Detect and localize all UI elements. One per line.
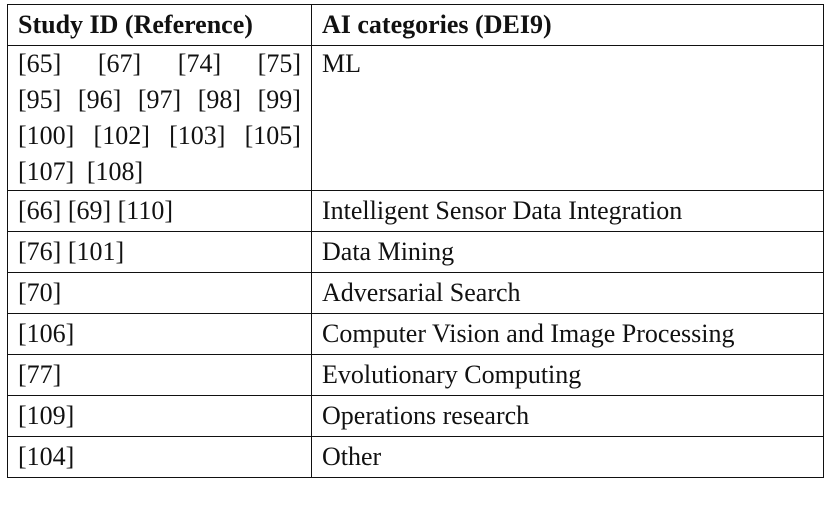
study-ref: [95] xyxy=(18,85,62,114)
study-ref: [108] xyxy=(86,157,144,186)
study-ref: [103] xyxy=(169,121,226,150)
category-cell: Intelligent Sensor Data Integration xyxy=(311,190,824,232)
study-ref: [102] xyxy=(93,121,150,150)
table-row: [77] Evolutionary Computing xyxy=(7,354,824,396)
study-ref: [97] xyxy=(137,85,182,114)
study-categories-table: Study ID (Reference) AI categories (DEI9… xyxy=(7,4,824,478)
category-cell: Adversarial Search xyxy=(311,272,824,314)
header-row: Study ID (Reference) AI categories (DEI9… xyxy=(7,4,824,46)
id-line: [100] [102] [103] [105] xyxy=(18,118,301,154)
study-ids-cell: [76] [101] xyxy=(7,231,312,273)
id-line: [65] [67] [74] [75] xyxy=(18,46,301,82)
table-row: [76] [101] Data Mining xyxy=(7,231,824,273)
study-ids-cell: [65] [67] [74] [75] [95] [96] [97] [98] … xyxy=(7,45,312,191)
study-ids-cell: [104] xyxy=(7,436,312,478)
study-ref: [65] xyxy=(18,49,62,78)
study-ref: [100] xyxy=(18,121,75,150)
study-ids-cell: [77] xyxy=(7,354,312,396)
study-ref: [98] xyxy=(197,85,242,114)
table-row-ml: [65] [67] [74] [75] [95] [96] [97] [98] … xyxy=(7,45,824,191)
id-line: [107] [108] xyxy=(18,154,301,190)
study-ref: [105] xyxy=(244,121,301,150)
table-row: [109] Operations research xyxy=(7,395,824,437)
category-cell: Computer Vision and Image Processing xyxy=(311,313,824,355)
category-cell: Operations research xyxy=(311,395,824,437)
category-cell: ML xyxy=(311,45,824,191)
table-row: [106] Computer Vision and Image Processi… xyxy=(7,313,824,355)
table-row: [70] Adversarial Search xyxy=(7,272,824,314)
category-cell: Other xyxy=(311,436,824,478)
header-study-id: Study ID (Reference) xyxy=(7,4,312,46)
study-ref: [99] xyxy=(257,85,301,114)
study-ref: [74] xyxy=(177,49,222,78)
study-ids-cell: [70] xyxy=(7,272,312,314)
header-ai-categories: AI categories (DEI9) xyxy=(311,4,824,46)
category-cell: Data Mining xyxy=(311,231,824,273)
study-ids-cell: [106] xyxy=(7,313,312,355)
study-ids-cell: [109] xyxy=(7,395,312,437)
study-ref: [107] xyxy=(18,157,75,186)
study-ids-cell: [66] [69] [110] xyxy=(7,190,312,232)
study-ref: [75] xyxy=(257,49,301,78)
category-cell: Evolutionary Computing xyxy=(311,354,824,396)
study-ref: [96] xyxy=(77,85,122,114)
table-row: [66] [69] [110] Intelligent Sensor Data … xyxy=(7,190,824,232)
study-ref: [67] xyxy=(97,49,142,78)
id-line: [95] [96] [97] [98] [99] xyxy=(18,82,301,118)
table-row: [104] Other xyxy=(7,436,824,478)
